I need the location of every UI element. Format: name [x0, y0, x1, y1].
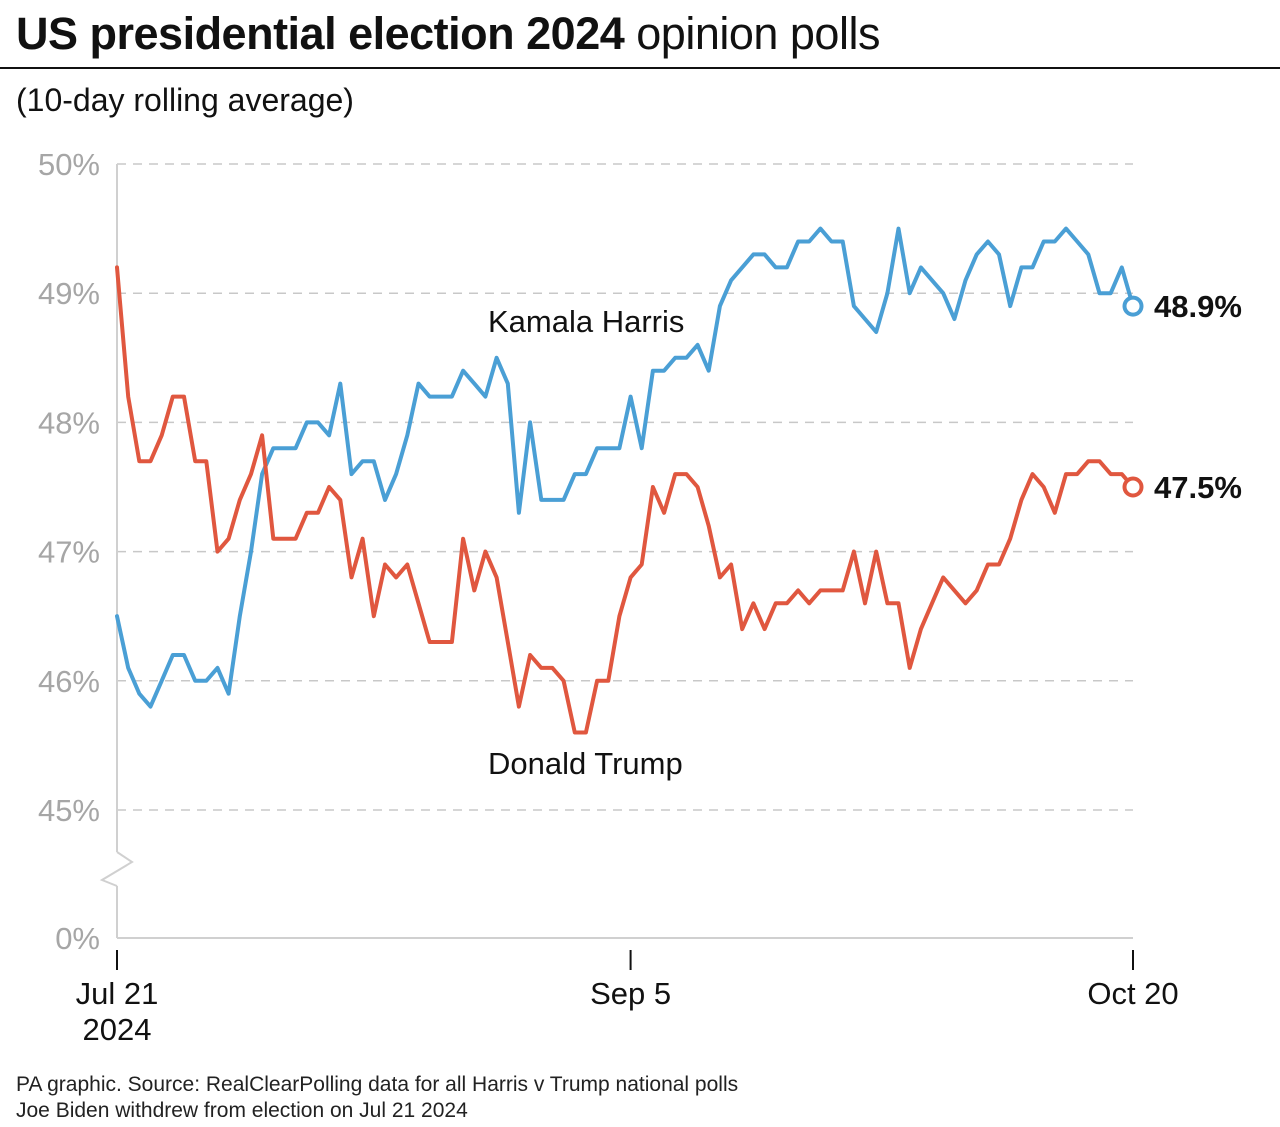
source-note: PA graphic. Source: RealClearPolling dat…	[16, 1073, 739, 1096]
footer: PA graphic. Source: RealClearPolling dat…	[16, 1072, 738, 1124]
series-label-harris: Kamala Harris	[488, 304, 684, 339]
x-tick-label: Jul 21	[76, 976, 159, 1011]
x-tick-label: Oct 20	[1087, 976, 1178, 1011]
chart-title: US presidential election 2024 opinion po…	[16, 6, 880, 62]
end-value-label-trump: 47.5%	[1154, 470, 1242, 505]
end-marker-trump	[1122, 476, 1144, 498]
y-tick-label: 46%	[38, 664, 100, 699]
y-tick-label: 48%	[38, 405, 100, 440]
chart-subtitle: (10-day rolling average)	[16, 82, 354, 118]
chart-title-bold: US presidential election 2024	[16, 8, 625, 59]
chart-title-light: opinion polls	[636, 8, 880, 59]
series-label-trump: Donald Trump	[488, 746, 683, 781]
series-line-harris	[115, 226, 1135, 709]
title-rule	[0, 67, 1280, 69]
y-tick-label: 45%	[38, 793, 100, 828]
biden-note: Joe Biden withdrew from election on Jul …	[16, 1099, 468, 1122]
x-tick-label: Sep 5	[590, 976, 671, 1011]
end-marker-harris	[1122, 295, 1144, 317]
y-tick-label: 47%	[38, 535, 100, 570]
y-tick-label: 50%	[38, 147, 100, 182]
y-baseline-label: 0%	[55, 921, 100, 956]
y-tick-label: 49%	[38, 276, 100, 311]
axis-break-icon	[99, 851, 134, 887]
series-line-trump	[115, 265, 1135, 735]
x-tick-sublabel: 2024	[83, 1012, 152, 1047]
end-value-label-harris: 48.9%	[1154, 289, 1242, 324]
